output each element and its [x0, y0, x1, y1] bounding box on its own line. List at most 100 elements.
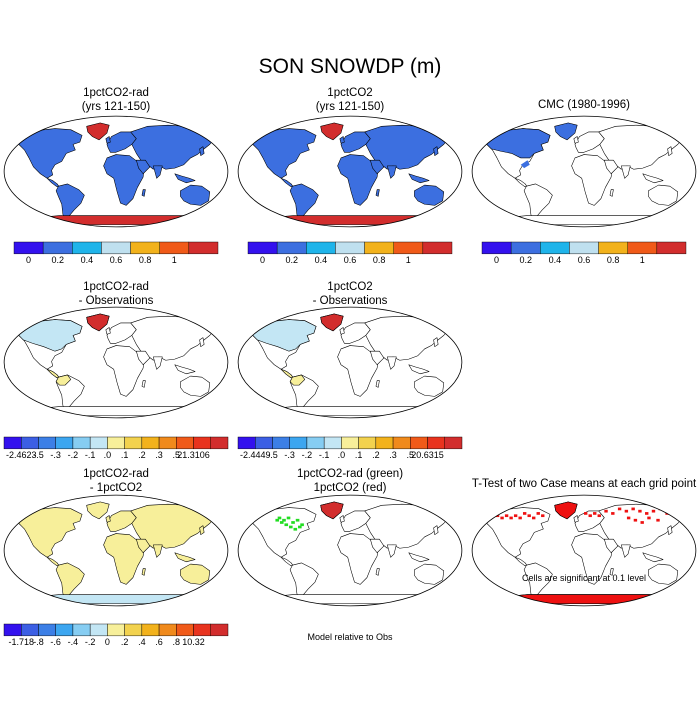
world-map — [3, 494, 229, 607]
panel-title-line2: - Observations — [312, 295, 388, 307]
panel-title-line1: CMC (1980-1996) — [537, 99, 631, 111]
colorbar-tick-label: 10.32 — [182, 637, 205, 647]
colorbar-swatch — [272, 436, 290, 450]
seasia-landmass — [408, 364, 430, 375]
colorbar-tick-label: .3 — [389, 450, 397, 460]
australia-landmass — [648, 184, 679, 206]
world-map — [3, 115, 229, 228]
nz-landmass — [448, 394, 452, 403]
positive-bias-region — [320, 313, 344, 332]
africa-landmass — [337, 154, 379, 206]
colorbar-swatch — [510, 241, 541, 255]
arabia-landmass — [370, 350, 385, 366]
arabia-landmass — [604, 538, 619, 554]
colorbar-swatch — [158, 436, 177, 450]
greenland-landmass — [86, 501, 110, 520]
colorbar: 0 0.2 0.4 0.6 0.8 1 — [247, 241, 453, 270]
uk-landmass — [105, 515, 111, 523]
australia-landmass — [180, 375, 211, 397]
colorbar-swatch — [176, 436, 194, 450]
colorbar-tick-label: 1 — [171, 255, 177, 265]
colorbar-svg — [237, 436, 463, 450]
negative-bias-region — [16, 319, 83, 352]
japan-landmass — [199, 337, 205, 347]
colorbar-tick-label: 0 — [260, 255, 266, 265]
panel-title: 1pctCO2-rad (yrs 121-150) — [0, 86, 232, 114]
colorbar-tick-label: .2 — [138, 450, 146, 460]
panel-rad-minus-co2: 1pctCO2-rad - 1pctCO2 -1.718 -.8 -.6 -.4 -.2… — [0, 467, 232, 712]
colorbar-swatch — [247, 241, 278, 255]
colorbar-swatch — [38, 623, 56, 637]
colorbar-tick-label: -.2 — [301, 450, 313, 460]
seasia-landmass — [408, 173, 430, 184]
india-landmass — [387, 356, 397, 370]
colorbar-tick-label: 0.2 — [51, 255, 64, 265]
seasia-landmass — [174, 552, 196, 563]
colorbar-tick-label: -.3 — [284, 450, 295, 460]
colorbar-tick-label: -.6 — [50, 637, 61, 647]
map-svg — [3, 494, 229, 607]
uk-landmass — [339, 515, 345, 523]
australia-landmass — [648, 563, 679, 585]
panel-title-line2: - 1pctCO2 — [89, 482, 143, 494]
colorbar-swatch — [3, 436, 22, 450]
nz-landmass — [448, 582, 452, 591]
colorbar-swatch — [656, 241, 687, 255]
colorbar-swatch — [101, 241, 131, 255]
panel-title: 1pctCO2-rad - 1pctCO2 — [0, 467, 232, 495]
madagascar-landmass — [141, 568, 146, 576]
panel-note: Cells are significant at 0.1 level — [521, 573, 647, 583]
colorbar-swatch — [410, 436, 428, 450]
colorbar-swatch — [427, 436, 445, 450]
india-landmass — [153, 165, 163, 179]
colorbar-swatch — [422, 241, 453, 255]
seasia-landmass — [642, 173, 664, 184]
colorbar-swatch — [341, 436, 359, 450]
arabia-landmass — [136, 350, 151, 366]
colorbar-tick-label: -2.4449 — [239, 450, 271, 460]
world-map — [237, 115, 463, 228]
map-frame — [471, 494, 697, 607]
colorbar-svg — [13, 241, 219, 255]
nz-landmass — [682, 203, 686, 212]
colorbar-tick-label: .6 — [155, 637, 163, 647]
world-map — [237, 306, 463, 419]
colorbar-swatch — [3, 623, 22, 637]
colorbar-tick-label: 0.6 — [577, 255, 591, 265]
colorbar-tick-label: 0.4 — [314, 255, 328, 265]
africa-landmass — [103, 154, 145, 206]
seasia-landmass — [408, 552, 430, 563]
madagascar-landmass — [375, 189, 380, 197]
colorbar-swatch — [323, 436, 342, 450]
world-map — [471, 494, 697, 607]
negative-bias-region — [250, 319, 317, 352]
panel-title-line1: 1pctCO2-rad — [83, 281, 149, 293]
arabia-landmass — [370, 159, 385, 175]
greenland-landmass — [86, 122, 110, 141]
colorbar-tick-label: 1 — [405, 255, 411, 265]
colorbar-tick-label: 1 — [639, 255, 645, 265]
colorbar-tick-label: 0.8 — [372, 255, 386, 265]
namerica-landmass — [16, 128, 83, 179]
india-landmass — [387, 544, 397, 558]
colorbar-tick-label: .5 — [406, 450, 415, 460]
colorbar-tick-label: 0.8 — [606, 255, 620, 265]
colorbar-tick-label: 0.8 — [138, 255, 152, 265]
colorbar-tick-label: .3 — [155, 450, 163, 460]
namerica-landmass — [250, 507, 317, 558]
colorbar-swatch — [107, 436, 125, 450]
antarctica-landmass — [16, 594, 218, 604]
namerica-landmass — [250, 128, 317, 179]
panel-t-test: T-Test of two Case means at each grid po… — [468, 467, 700, 712]
colorbar-swatch — [306, 436, 325, 450]
india-landmass — [621, 544, 631, 558]
japan-landmass — [433, 525, 439, 535]
madagascar-landmass — [609, 189, 614, 197]
colorbar-swatch — [158, 623, 177, 637]
panel-title-line1: 1pctCO2-rad (green) — [296, 468, 404, 480]
colorbar-tick-label: .2 — [372, 450, 380, 460]
colorbar-tick-label: .1 — [354, 450, 363, 460]
japan-landmass — [199, 525, 205, 535]
panel-model-relative-to-obs: 1pctCO2-rad (green) 1pctCO2 (red) Model … — [234, 467, 466, 712]
colorbar-swatch — [392, 436, 411, 450]
